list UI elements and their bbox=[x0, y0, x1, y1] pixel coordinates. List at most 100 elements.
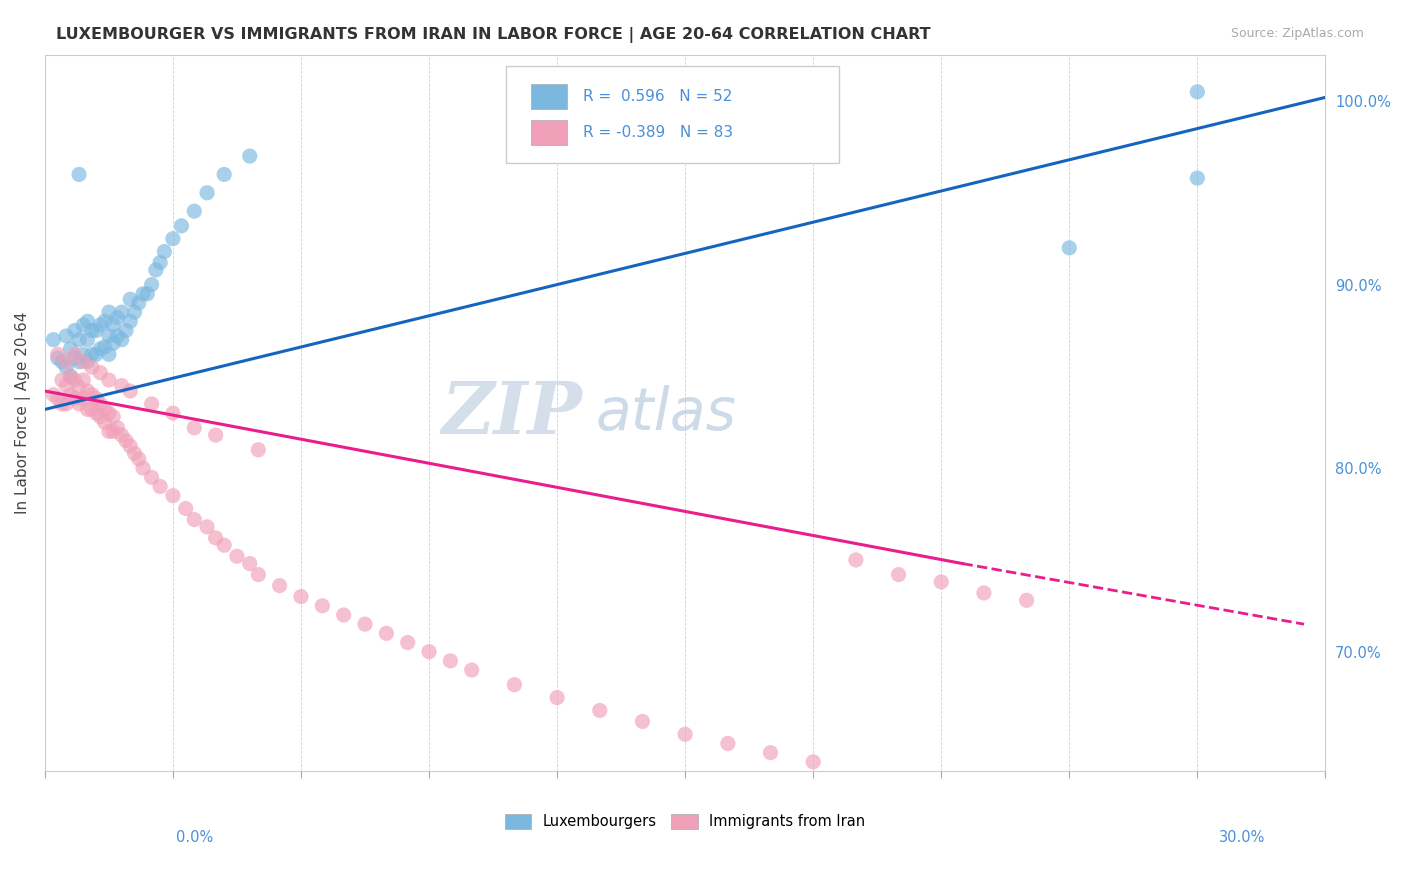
Point bbox=[132, 286, 155, 301]
Point bbox=[247, 567, 270, 582]
Point bbox=[801, 755, 824, 769]
Point bbox=[124, 446, 146, 460]
Point bbox=[204, 531, 226, 545]
Point bbox=[84, 323, 107, 337]
Point bbox=[461, 663, 484, 677]
Point bbox=[247, 442, 270, 457]
Point bbox=[212, 538, 235, 552]
Point bbox=[153, 244, 176, 259]
Point bbox=[97, 425, 120, 439]
Point bbox=[589, 703, 612, 717]
Point bbox=[973, 586, 995, 600]
Point bbox=[80, 360, 103, 375]
Point bbox=[226, 549, 249, 564]
Point bbox=[80, 388, 103, 402]
Point bbox=[63, 347, 86, 361]
Text: LUXEMBOURGER VS IMMIGRANTS FROM IRAN IN LABOR FORCE | AGE 20-64 CORRELATION CHAR: LUXEMBOURGER VS IMMIGRANTS FROM IRAN IN … bbox=[56, 27, 931, 43]
Point bbox=[1059, 241, 1081, 255]
Text: ZIP: ZIP bbox=[441, 377, 582, 449]
Point bbox=[759, 746, 782, 760]
Point bbox=[76, 402, 98, 417]
Point bbox=[120, 439, 142, 453]
Point bbox=[503, 678, 526, 692]
Point bbox=[1187, 171, 1209, 186]
Point bbox=[631, 714, 654, 729]
Point bbox=[717, 736, 740, 750]
Point bbox=[55, 378, 77, 392]
Point bbox=[311, 599, 333, 613]
Text: Source: ZipAtlas.com: Source: ZipAtlas.com bbox=[1230, 27, 1364, 40]
Point bbox=[46, 351, 69, 365]
Point bbox=[111, 305, 134, 319]
Point bbox=[111, 378, 134, 392]
Point bbox=[89, 318, 111, 332]
Point bbox=[1187, 85, 1209, 99]
Point bbox=[439, 654, 461, 668]
Point bbox=[107, 329, 129, 343]
Point bbox=[107, 421, 129, 435]
Point bbox=[111, 333, 134, 347]
Point bbox=[80, 323, 103, 337]
Point bbox=[76, 333, 98, 347]
FancyBboxPatch shape bbox=[531, 84, 568, 109]
Point bbox=[42, 388, 65, 402]
Point bbox=[149, 479, 172, 493]
Point bbox=[354, 617, 377, 632]
Point bbox=[46, 392, 69, 406]
Point bbox=[162, 489, 184, 503]
Point bbox=[115, 323, 138, 337]
Point bbox=[67, 168, 90, 182]
Point bbox=[63, 323, 86, 337]
Point bbox=[84, 347, 107, 361]
Point bbox=[141, 470, 163, 484]
Point bbox=[84, 392, 107, 406]
Point bbox=[59, 369, 82, 384]
Point bbox=[1015, 593, 1038, 607]
Legend: Luxembourgers, Immigrants from Iran: Luxembourgers, Immigrants from Iran bbox=[499, 808, 872, 835]
Point bbox=[141, 397, 163, 411]
Point bbox=[97, 406, 120, 420]
Point bbox=[59, 369, 82, 384]
Point bbox=[97, 329, 120, 343]
Point bbox=[67, 333, 90, 347]
Point bbox=[55, 354, 77, 368]
Point bbox=[55, 397, 77, 411]
Text: 30.0%: 30.0% bbox=[1219, 830, 1265, 845]
Point bbox=[89, 342, 111, 356]
Point bbox=[55, 329, 77, 343]
Point bbox=[72, 318, 94, 332]
Point bbox=[89, 397, 111, 411]
Point bbox=[115, 434, 138, 448]
Point bbox=[290, 590, 312, 604]
Point bbox=[396, 635, 419, 649]
Point bbox=[162, 232, 184, 246]
Point bbox=[67, 380, 90, 394]
Point bbox=[51, 397, 73, 411]
Point bbox=[63, 351, 86, 365]
Point bbox=[97, 373, 120, 387]
Point bbox=[101, 318, 124, 332]
Point bbox=[93, 415, 115, 429]
Point bbox=[141, 277, 163, 292]
Point bbox=[332, 607, 354, 622]
Point bbox=[195, 520, 218, 534]
Point bbox=[170, 219, 193, 233]
Point bbox=[42, 333, 65, 347]
Point bbox=[97, 347, 120, 361]
Text: R = -0.389   N = 83: R = -0.389 N = 83 bbox=[582, 125, 733, 139]
Point bbox=[128, 296, 150, 310]
Y-axis label: In Labor Force | Age 20-64: In Labor Force | Age 20-64 bbox=[15, 312, 31, 515]
Point bbox=[55, 360, 77, 375]
Point bbox=[59, 388, 82, 402]
Text: R =  0.596   N = 52: R = 0.596 N = 52 bbox=[582, 89, 733, 103]
Point bbox=[183, 204, 205, 219]
Point bbox=[162, 406, 184, 420]
Point bbox=[136, 286, 159, 301]
Point bbox=[67, 354, 90, 368]
Point bbox=[101, 425, 124, 439]
Point bbox=[239, 149, 262, 163]
Point bbox=[204, 428, 226, 442]
Point bbox=[132, 461, 155, 475]
Point bbox=[51, 354, 73, 368]
Point bbox=[107, 310, 129, 325]
